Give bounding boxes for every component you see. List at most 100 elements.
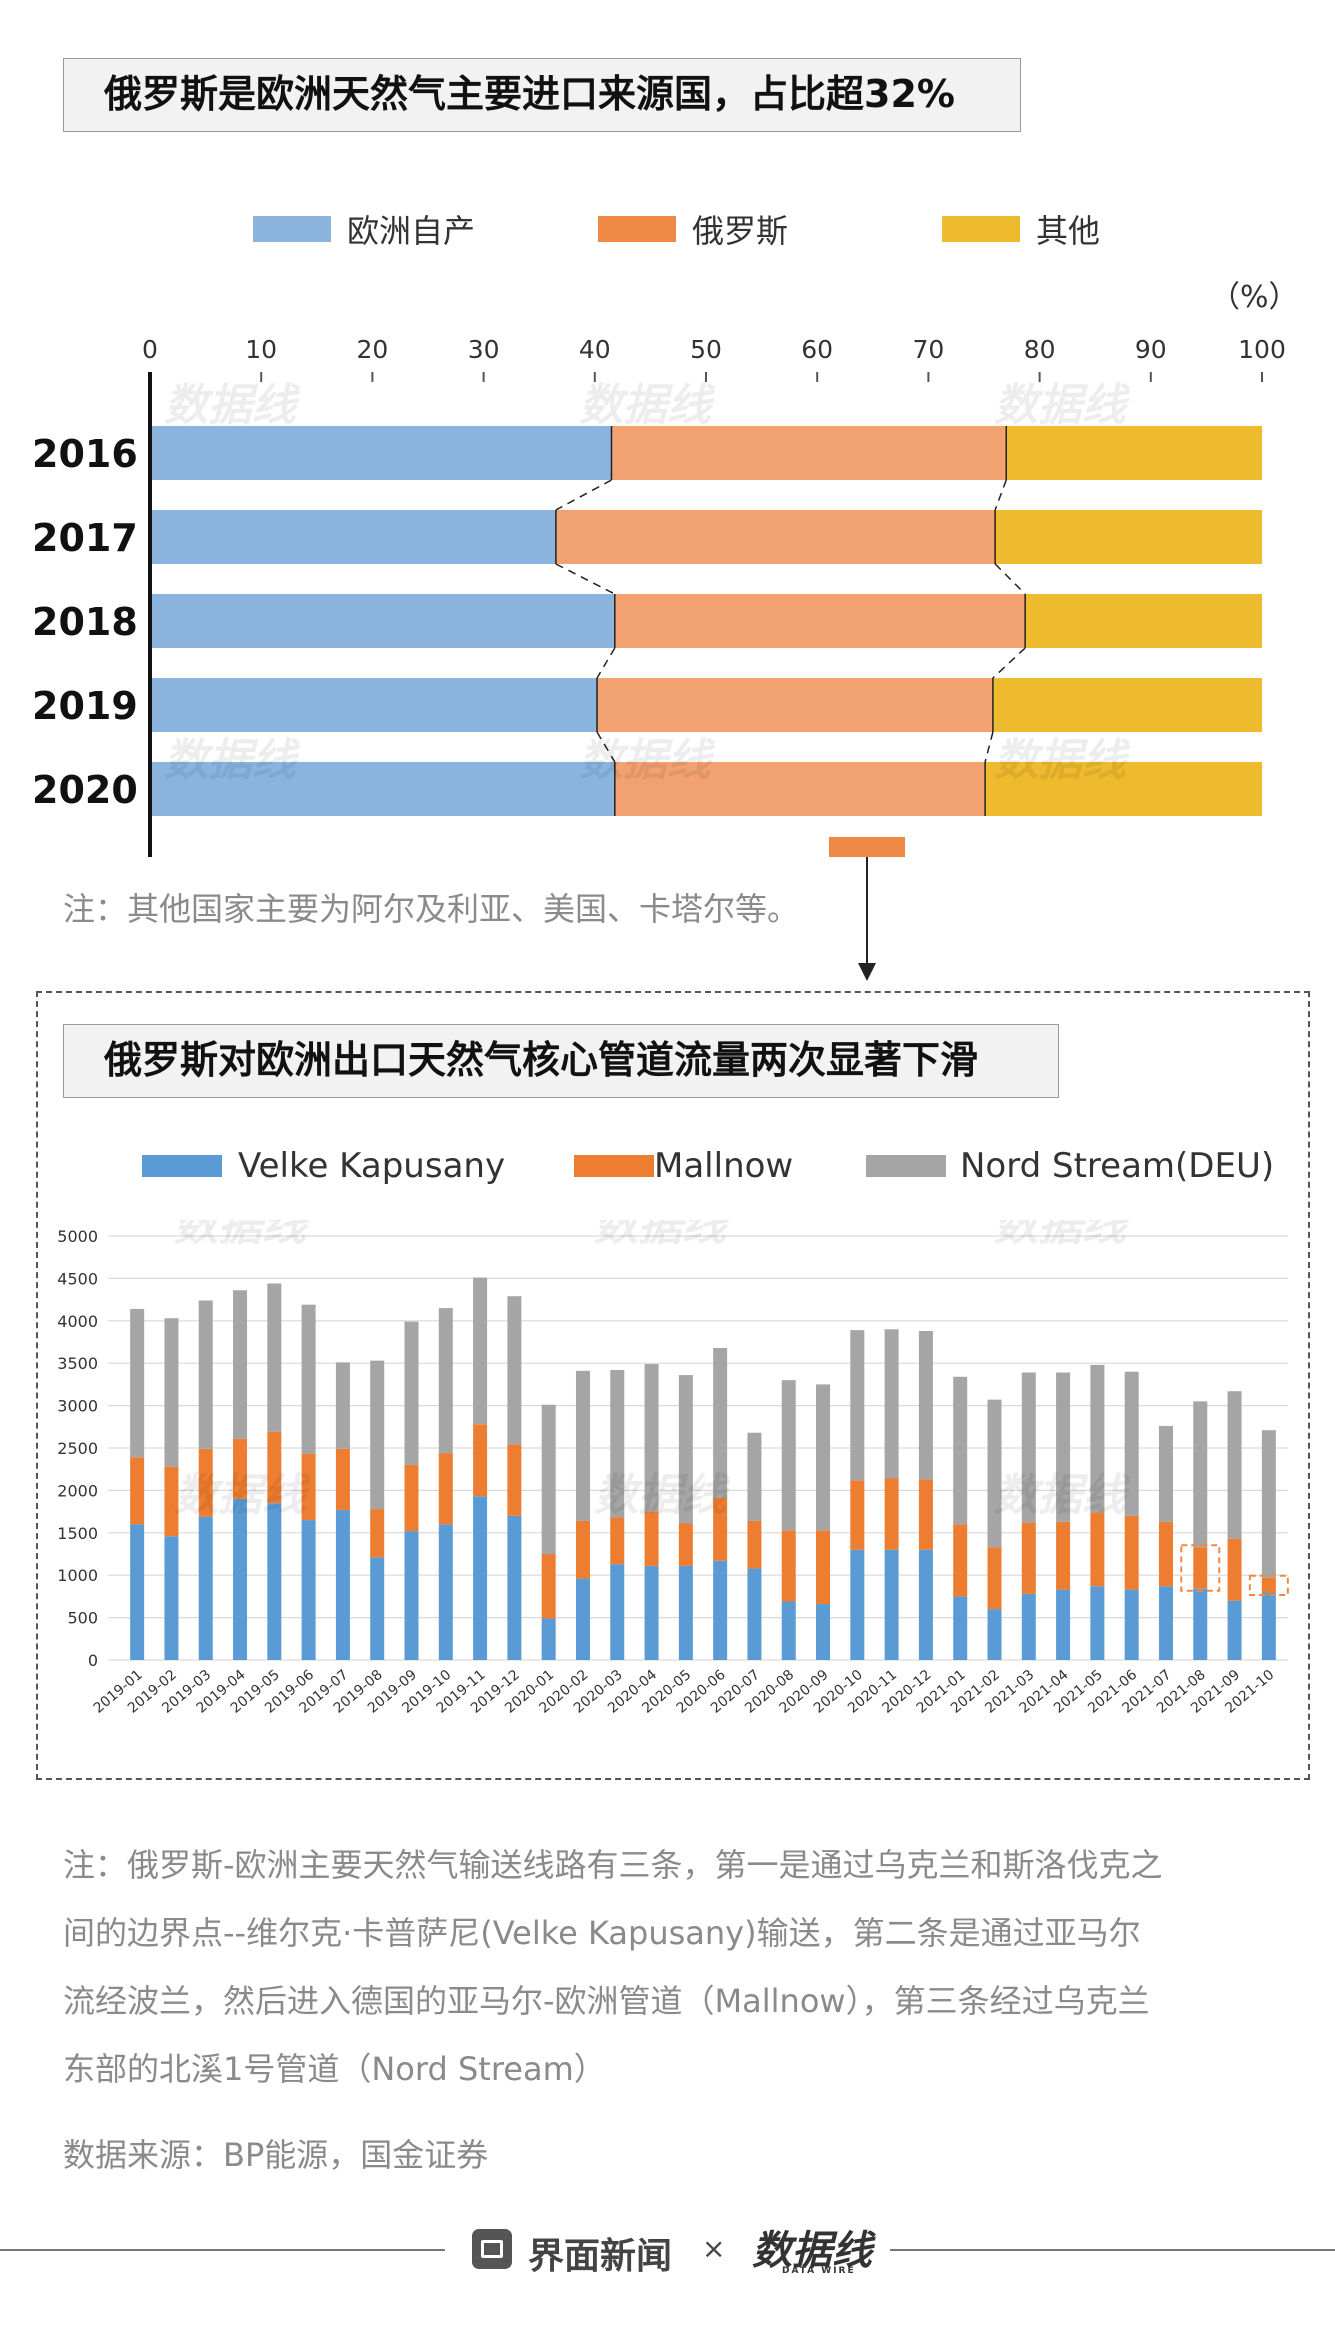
year-label: 2018 [32,600,138,644]
bar-2019-06-1 [301,1453,316,1521]
legend-swatch-russia [598,216,676,242]
chart1-svg: 0 10 20 30 40 50 60 70 80 90 100 2016 2017 2018 2019 20… [32,335,1286,857]
legend-swatch-mallnow [574,1155,654,1177]
legend-label-mallnow: Mallnow [654,1146,794,1186]
bar-2019-03-2 [198,1300,213,1449]
bar-2021-01-0 [953,1596,968,1660]
highlight-box [1180,1544,1221,1592]
bar-2020-03-1 [610,1517,625,1565]
chart2-legend-velke: Velke Kapusany [142,1146,505,1186]
year-label: 2016 [32,432,138,476]
bar-segment-2018-2 [1025,594,1262,648]
connector-line [866,857,868,967]
connector-dashed [555,479,612,511]
y-tick-label: 4000 [57,1312,98,1331]
bar-2020-11-1 [884,1478,899,1550]
notes-line2: 间的边界点--维尔克·卡普萨尼(Velke Kapusany)输送，第二条是通过… [63,1914,1141,1952]
bar-2019-03-1 [198,1448,213,1517]
watermark: 数据线 [994,735,1131,786]
legend-label-nord: Nord Stream(DEU) [960,1146,1275,1186]
bar-2021-03-2 [1021,1372,1036,1523]
y-tick-label: 1500 [57,1524,98,1543]
bar-segment-2016-2 [1006,426,1262,480]
bar-2020-07-1 [747,1520,762,1569]
y-tick-label: 3500 [57,1354,98,1373]
bar-2019-10-1 [438,1453,453,1525]
chart1-legend-russia: 俄罗斯 [598,206,788,252]
bar-segment-2020-0 [150,762,615,816]
highlight-box [1248,1574,1289,1597]
bar-2019-09-0 [404,1531,419,1660]
chart1-unit: （%） [1210,280,1299,315]
bar-2021-02-2 [987,1399,1002,1548]
bar-2021-06-2 [1124,1371,1139,1516]
bar-segment-2018-1 [614,594,1026,648]
bar-2020-11-2 [884,1329,899,1479]
footer-times: × [702,2232,726,2265]
bar-2020-08-0 [781,1601,796,1660]
watermark: 数据线 [579,380,716,431]
bar-2021-01-1 [953,1524,968,1597]
source-note: 数据来源：BP能源，国金证券 [63,2136,489,2174]
bar-2020-03-2 [610,1369,625,1518]
bar-2021-08-0 [1193,1588,1208,1660]
x-tick-label: 70 [912,335,944,364]
bar-2020-02-2 [575,1370,590,1521]
x-tick-label: 50 [690,335,722,364]
bar-2019-08-2 [370,1360,385,1510]
bar-2021-10-0 [1261,1593,1276,1660]
bar-2020-12-0 [918,1549,933,1660]
y-tick-label: 500 [67,1609,98,1628]
watermark: 数据线 [174,1220,311,1251]
bar-2020-06-1 [713,1498,728,1561]
bar-segment-2017-0 [150,510,556,564]
bar-2020-09-2 [816,1384,831,1531]
bar-2019-12-1 [507,1444,522,1516]
legend-label-europe: 欧洲自产 [347,212,476,250]
bar-2021-04-1 [1056,1521,1071,1590]
bar-2019-08-1 [370,1509,385,1558]
connector-marker [829,837,905,857]
bar-2021-09-0 [1227,1600,1242,1660]
year-label: 2019 [32,684,138,728]
bar-2019-04-1 [233,1438,248,1499]
bar-2020-11-0 [884,1549,899,1660]
y-tick-label: 0 [88,1651,98,1670]
bar-2019-04-0 [233,1498,248,1660]
watermark: 数据线 [994,1220,1131,1251]
bar-2019-05-2 [267,1283,282,1432]
bar-segment-2018-0 [150,594,615,648]
connector-dashed [596,731,616,763]
bar-2019-02-2 [164,1318,179,1467]
bar-2020-10-1 [850,1480,865,1550]
bar-2019-10-2 [438,1308,453,1454]
bar-2019-07-0 [335,1509,350,1660]
notes-line4: 东部的北溪1号管道（Nord Stream） [63,2050,606,2088]
bar-2021-06-1 [1124,1515,1139,1590]
bar-2020-06-2 [713,1347,728,1499]
x-tick-label: 20 [356,335,388,364]
footer-brand-datawire: 数据线 [752,2228,872,2274]
bar-2019-11-2 [473,1277,488,1425]
bar-2020-01-0 [541,1618,556,1660]
x-tick-label: 10 [245,335,277,364]
bar-2021-10-2 [1261,1430,1276,1578]
bar-2020-08-1 [781,1530,796,1602]
bar-2020-07-0 [747,1568,762,1660]
bar-2020-01-1 [541,1554,556,1619]
chart2-legend-nord: Nord Stream(DEU) [866,1146,1274,1186]
bar-2019-05-0 [267,1503,282,1660]
watermark: 数据线 [594,1470,731,1521]
legend-label-velke: Velke Kapusany [238,1146,506,1186]
bar-2020-06-0 [713,1560,728,1660]
bar-2021-02-1 [987,1547,1002,1610]
bar-2019-08-0 [370,1557,385,1660]
chart2-legend-mallnow: Mallnow [574,1146,793,1186]
legend-swatch-nord [866,1155,946,1177]
bar-2019-11-0 [473,1496,488,1660]
bar-2021-02-0 [987,1609,1002,1660]
legend-swatch-other [942,216,1020,242]
notes-line1: 注：俄罗斯-欧洲主要天然气输送线路有三条，第一是通过乌克兰和斯洛伐克之 [63,1846,1163,1884]
x-tick-label: 80 [1024,335,1056,364]
x-tick-label: 30 [468,335,500,364]
